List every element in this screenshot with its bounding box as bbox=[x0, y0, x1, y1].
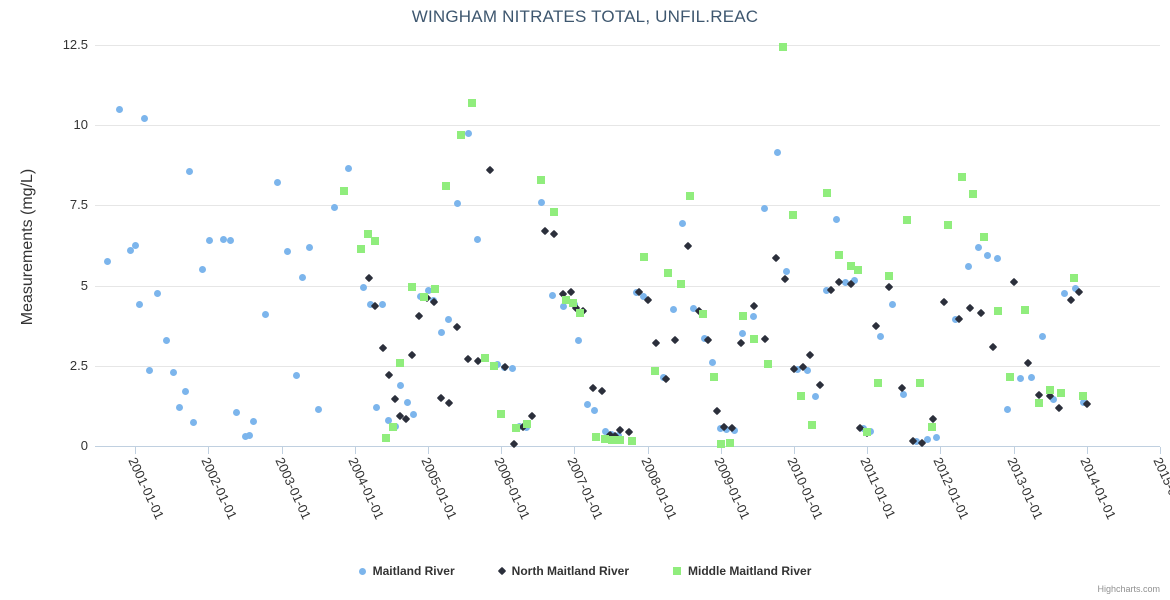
gridline-y bbox=[95, 365, 1160, 367]
y-tick-label: 12.5 bbox=[62, 37, 88, 52]
x-tick-label: 2011-01-01 bbox=[857, 455, 899, 521]
legend-item-middle-maitland-river[interactable]: Middle Maitland River bbox=[673, 563, 811, 578]
legend-item-maitland-river[interactable]: Maitland River bbox=[358, 563, 455, 579]
y-tick-label: 0 bbox=[80, 438, 88, 453]
legend-label: Middle Maitland River bbox=[688, 564, 812, 579]
x-tick-label: 2015-01-01 bbox=[1150, 455, 1170, 522]
x-axis-tick bbox=[794, 447, 796, 454]
x-tick-label: 2007-01-01 bbox=[564, 455, 607, 522]
x-axis-tick bbox=[354, 447, 356, 454]
legend-marker-square-icon bbox=[673, 567, 682, 576]
plot-area bbox=[95, 45, 1160, 447]
y-tick-label: 7.5 bbox=[69, 197, 88, 213]
x-axis-tick bbox=[208, 447, 210, 454]
legend-label: North Maitland River bbox=[511, 564, 630, 579]
y-tick-label: 10 bbox=[73, 117, 88, 133]
legend-item-north-maitland-river[interactable]: North Maitland River bbox=[497, 563, 630, 579]
gridline-y bbox=[95, 205, 1160, 207]
x-axis-tick bbox=[574, 447, 576, 454]
x-axis-tick bbox=[1086, 447, 1088, 454]
legend-marker-circle-icon bbox=[358, 567, 366, 575]
x-tick-label: 2003-01-01 bbox=[272, 455, 314, 522]
x-axis-tick bbox=[940, 447, 942, 454]
x-tick-label: 2014-01-01 bbox=[1077, 455, 1119, 522]
y-tick-label: 2.5 bbox=[69, 357, 88, 373]
x-axis-tick bbox=[867, 447, 869, 454]
x-tick-label: 2005-01-01 bbox=[418, 455, 461, 522]
x-tick-label: 2008-01-01 bbox=[638, 455, 680, 522]
legend-label: Maitland River bbox=[372, 564, 455, 579]
y-tick-label: 5 bbox=[80, 277, 88, 293]
x-axis-tick bbox=[135, 447, 137, 454]
x-axis-tick bbox=[1160, 447, 1161, 454]
y-axis-tick-labels: 0 2.5 5 7.5 10 12.5 bbox=[0, 0, 88, 600]
legend-marker-diamond-icon bbox=[497, 566, 506, 576]
gridline-y bbox=[95, 125, 1160, 127]
x-axis-tick bbox=[428, 447, 430, 454]
chart-legend: Maitland River North Maitland River Middle… bbox=[0, 563, 1170, 578]
x-tick-label: 2001-01-01 bbox=[125, 455, 168, 522]
x-axis-line bbox=[95, 446, 1160, 447]
gridline-y bbox=[95, 285, 1160, 287]
x-tick-label: 2012-01-01 bbox=[930, 455, 973, 522]
gridline-y bbox=[95, 45, 1160, 46]
highcharts-credits: Highcharts.com bbox=[1097, 584, 1160, 594]
x-axis-tick bbox=[1013, 447, 1015, 454]
x-axis-tick bbox=[647, 447, 649, 454]
x-tick-label: 2010-01-01 bbox=[784, 455, 827, 522]
x-axis-tick bbox=[501, 447, 503, 454]
x-tick-label: 2002-01-01 bbox=[198, 455, 241, 522]
x-tick-label: 2009-01-01 bbox=[711, 455, 753, 522]
x-axis-tick bbox=[720, 447, 722, 454]
x-tick-label: 2004-01-01 bbox=[345, 455, 387, 522]
x-axis-tick bbox=[281, 447, 283, 454]
x-tick-label: 2013-01-01 bbox=[1003, 455, 1046, 522]
chart-title: WINGHAM NITRATES TOTAL, UNFIL.REAC bbox=[411, 7, 759, 26]
x-tick-label: 2006-01-01 bbox=[491, 455, 534, 522]
